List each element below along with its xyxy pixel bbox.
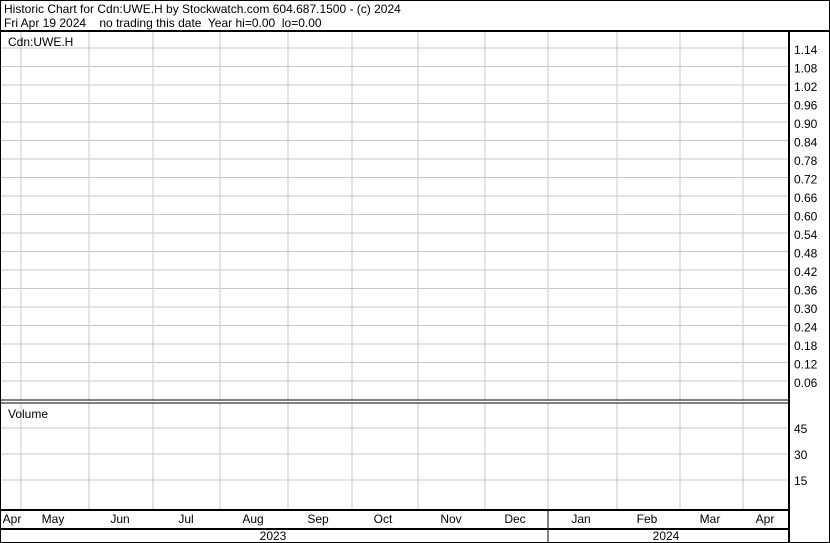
month-label: Jan (571, 512, 590, 526)
price-tick-label: 0.96 (794, 99, 818, 113)
price-tick-label: 0.72 (794, 173, 818, 187)
price-tick-label: 0.60 (794, 210, 818, 224)
price-tick-label: 0.18 (794, 339, 818, 353)
volume-tick-label: 30 (794, 448, 808, 462)
trading-status: Fri Apr 19 2024 no trading this date Yea… (4, 16, 322, 30)
month-label: Feb (637, 512, 658, 526)
price-tick-label: 0.78 (794, 154, 818, 168)
month-label: Apr (3, 512, 22, 526)
month-label: Jun (110, 512, 129, 526)
year-label: 2024 (653, 529, 680, 543)
price-tick-label: 1.08 (794, 62, 818, 76)
month-label: Oct (374, 512, 393, 526)
volume-tick-label: 15 (794, 474, 808, 488)
price-tick-label: 0.36 (794, 284, 818, 298)
chart-title: Historic Chart for Cdn:UWE.H by Stockwat… (4, 2, 401, 16)
price-tick-label: 0.66 (794, 191, 818, 205)
month-label: Jul (178, 512, 193, 526)
volume-panel-label: Volume (8, 407, 48, 421)
price-tick-label: 0.84 (794, 136, 818, 150)
price-tick-label: 0.12 (794, 358, 818, 372)
price-tick-label: 0.54 (794, 228, 818, 242)
month-label: Sep (307, 512, 329, 526)
price-tick-label: 0.24 (794, 321, 818, 335)
month-label: Mar (700, 512, 721, 526)
month-label: Aug (242, 512, 263, 526)
month-label: Apr (756, 512, 775, 526)
price-tick-label: 0.30 (794, 302, 818, 316)
volume-tick-label: 45 (794, 422, 808, 436)
price-panel-label: Cdn:UWE.H (8, 35, 73, 49)
price-tick-label: 1.14 (794, 43, 818, 57)
price-tick-label: 0.90 (794, 117, 818, 131)
price-tick-label: 0.42 (794, 265, 818, 279)
price-tick-label: 0.48 (794, 247, 818, 261)
month-label: May (42, 512, 65, 526)
month-label: Nov (440, 512, 461, 526)
year-label: 2023 (260, 529, 287, 543)
price-tick-label: 0.06 (794, 376, 818, 390)
month-label: Dec (504, 512, 525, 526)
price-tick-label: 1.02 (794, 80, 818, 94)
